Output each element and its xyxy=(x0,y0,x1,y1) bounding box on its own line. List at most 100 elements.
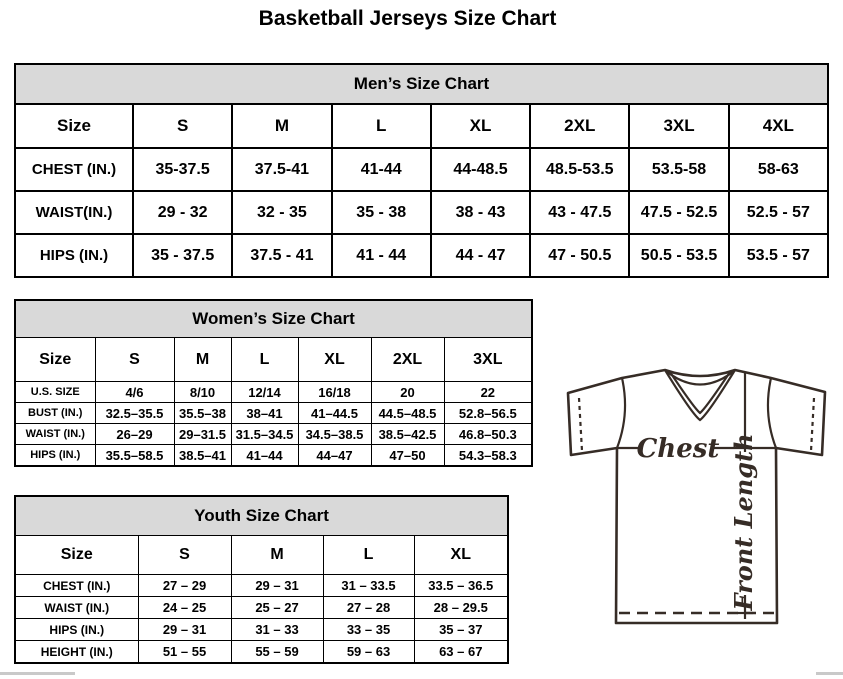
cell-value: 41-44 xyxy=(330,147,432,192)
row-label: BUST (IN.) xyxy=(14,402,96,424)
jersey-measurement-diagram: Chest Front Length xyxy=(566,368,827,625)
cell-value: 35.5–38 xyxy=(173,402,232,424)
table-row: HEIGHT (IN.) 51 – 55 55 – 59 59 – 63 63 … xyxy=(14,640,509,664)
v-neck-outer-line xyxy=(664,369,736,422)
row-label: CHEST (IN.) xyxy=(14,147,134,192)
cell-value: 51 – 55 xyxy=(137,640,232,664)
cell-value: 33 – 35 xyxy=(322,618,415,641)
cell-value: 63 – 67 xyxy=(413,640,509,664)
table-row: Size S M L XL 2XL 3XL 4XL xyxy=(14,103,830,149)
v-neck-inner-line xyxy=(669,371,731,415)
row-label: HIPS (IN.) xyxy=(14,618,139,641)
youth-size-table: Youth Size Chart Size S M L XL CHEST (IN… xyxy=(14,495,510,664)
column-header: XL xyxy=(429,103,532,149)
column-header: 3XL xyxy=(628,103,730,149)
cell-value: 29 – 31 xyxy=(230,574,324,597)
table-row: Women’s Size Chart xyxy=(14,299,533,338)
cell-value: 24 – 25 xyxy=(137,596,232,619)
cell-value: 31.5–34.5 xyxy=(230,423,299,445)
cell-value: 41–44.5 xyxy=(297,402,372,424)
column-header: M xyxy=(230,535,324,575)
youth-table-title: Youth Size Chart xyxy=(14,495,509,536)
cell-value: 55 – 59 xyxy=(230,640,324,664)
column-header: M xyxy=(231,103,333,149)
column-header: S xyxy=(131,103,234,149)
cell-value: 27 – 28 xyxy=(322,596,415,619)
cell-value: 33.5 – 36.5 xyxy=(413,574,509,597)
column-header: 2XL xyxy=(529,103,631,149)
womens-table-title: Women’s Size Chart xyxy=(14,299,533,338)
row-label: HIPS (IN.) xyxy=(14,233,134,278)
column-header: S xyxy=(137,535,232,575)
armhole-seam-right xyxy=(766,377,778,449)
page-title: Basketball Jerseys Size Chart xyxy=(258,7,557,30)
column-header: 2XL xyxy=(370,337,445,382)
table-row: WAIST (IN.) 24 – 25 25 – 27 27 – 28 28 –… xyxy=(14,596,509,619)
row-label: WAIST(IN.) xyxy=(14,190,134,235)
table-row: CHEST (IN.) 35-37.5 37.5-41 41-44 44-48.… xyxy=(14,147,830,192)
row-label: U.S. SIZE xyxy=(14,381,96,403)
chest-label: Chest xyxy=(637,434,720,464)
cell-value: 25 – 27 xyxy=(230,596,324,619)
cell-value: 38 - 43 xyxy=(429,190,532,235)
mens-size-table: Men’s Size Chart Size S M L XL 2XL 3XL 4… xyxy=(14,63,830,278)
column-header: Size xyxy=(14,535,139,575)
cell-value: 43 - 47.5 xyxy=(529,190,631,235)
cell-value: 12/14 xyxy=(230,381,299,403)
column-header: M xyxy=(173,337,232,382)
womens-size-table: Women’s Size Chart Size S M L XL 2XL 3XL… xyxy=(14,299,534,467)
cell-value: 29–31.5 xyxy=(173,423,232,445)
cell-value: 44.5–48.5 xyxy=(370,402,445,424)
cell-value: 41–44 xyxy=(230,444,299,467)
column-header: XL xyxy=(413,535,509,575)
column-header: Size xyxy=(14,337,96,382)
cell-value: 32 - 35 xyxy=(231,190,333,235)
cell-value: 32.5–35.5 xyxy=(94,402,175,424)
column-header: Size xyxy=(14,103,134,149)
column-header: L xyxy=(322,535,415,575)
cell-value: 35 - 37.5 xyxy=(131,233,234,278)
cell-value: 35 – 37 xyxy=(413,618,509,641)
cell-value: 38.5–41 xyxy=(173,444,232,467)
table-row: CHEST (IN.) 27 – 29 29 – 31 31 – 33.5 33… xyxy=(14,574,509,597)
cell-value: 48.5-53.5 xyxy=(529,147,631,192)
cell-value: 46.8–50.3 xyxy=(443,423,533,445)
cuff-dash-right xyxy=(809,397,816,452)
table-row: HIPS (IN.) 35 - 37.5 37.5 - 41 41 - 44 4… xyxy=(14,233,830,278)
row-label: WAIST (IN.) xyxy=(14,423,96,445)
cell-value: 37.5 - 41 xyxy=(231,233,333,278)
cell-value: 53.5 - 57 xyxy=(727,233,830,278)
scrollbar-artifact-right xyxy=(816,672,843,675)
column-header: 4XL xyxy=(727,103,830,149)
table-row: WAIST(IN.) 29 - 32 32 - 35 35 - 38 38 - … xyxy=(14,190,830,235)
column-header: XL xyxy=(297,337,372,382)
cell-value: 35.5–58.5 xyxy=(94,444,175,467)
cell-value: 50.5 - 53.5 xyxy=(628,233,730,278)
table-row: Size S M L XL xyxy=(14,535,509,575)
cell-value: 58-63 xyxy=(727,147,830,192)
cell-value: 38.5–42.5 xyxy=(370,423,445,445)
table-row: HIPS (IN.) 35.5–58.5 38.5–41 41–44 44–47… xyxy=(14,444,533,467)
table-row: U.S. SIZE 4/6 8/10 12/14 16/18 20 22 xyxy=(14,381,533,403)
table-row: HIPS (IN.) 29 – 31 31 – 33 33 – 35 35 – … xyxy=(14,618,509,641)
cell-value: 34.5–38.5 xyxy=(297,423,372,445)
table-row: Youth Size Chart xyxy=(14,495,509,536)
cell-value: 38–41 xyxy=(230,402,299,424)
cell-value: 44–47 xyxy=(297,444,372,467)
cell-value: 54.3–58.3 xyxy=(443,444,533,467)
row-label: HEIGHT (IN.) xyxy=(14,640,139,664)
cell-value: 29 - 32 xyxy=(131,190,234,235)
cell-value: 29 – 31 xyxy=(137,618,232,641)
cell-value: 52.5 - 57 xyxy=(727,190,830,235)
cell-value: 35-37.5 xyxy=(131,147,234,192)
scrollbar-artifact-left xyxy=(0,672,75,675)
cell-value: 31 – 33.5 xyxy=(322,574,415,597)
front-length-label: Front Length xyxy=(729,433,758,611)
cell-value: 8/10 xyxy=(173,381,232,403)
cell-value: 26–29 xyxy=(94,423,175,445)
cell-value: 27 – 29 xyxy=(137,574,232,597)
cell-value: 47–50 xyxy=(370,444,445,467)
cell-value: 53.5-58 xyxy=(628,147,730,192)
column-header: 3XL xyxy=(443,337,533,382)
table-row: Men’s Size Chart xyxy=(14,63,829,105)
